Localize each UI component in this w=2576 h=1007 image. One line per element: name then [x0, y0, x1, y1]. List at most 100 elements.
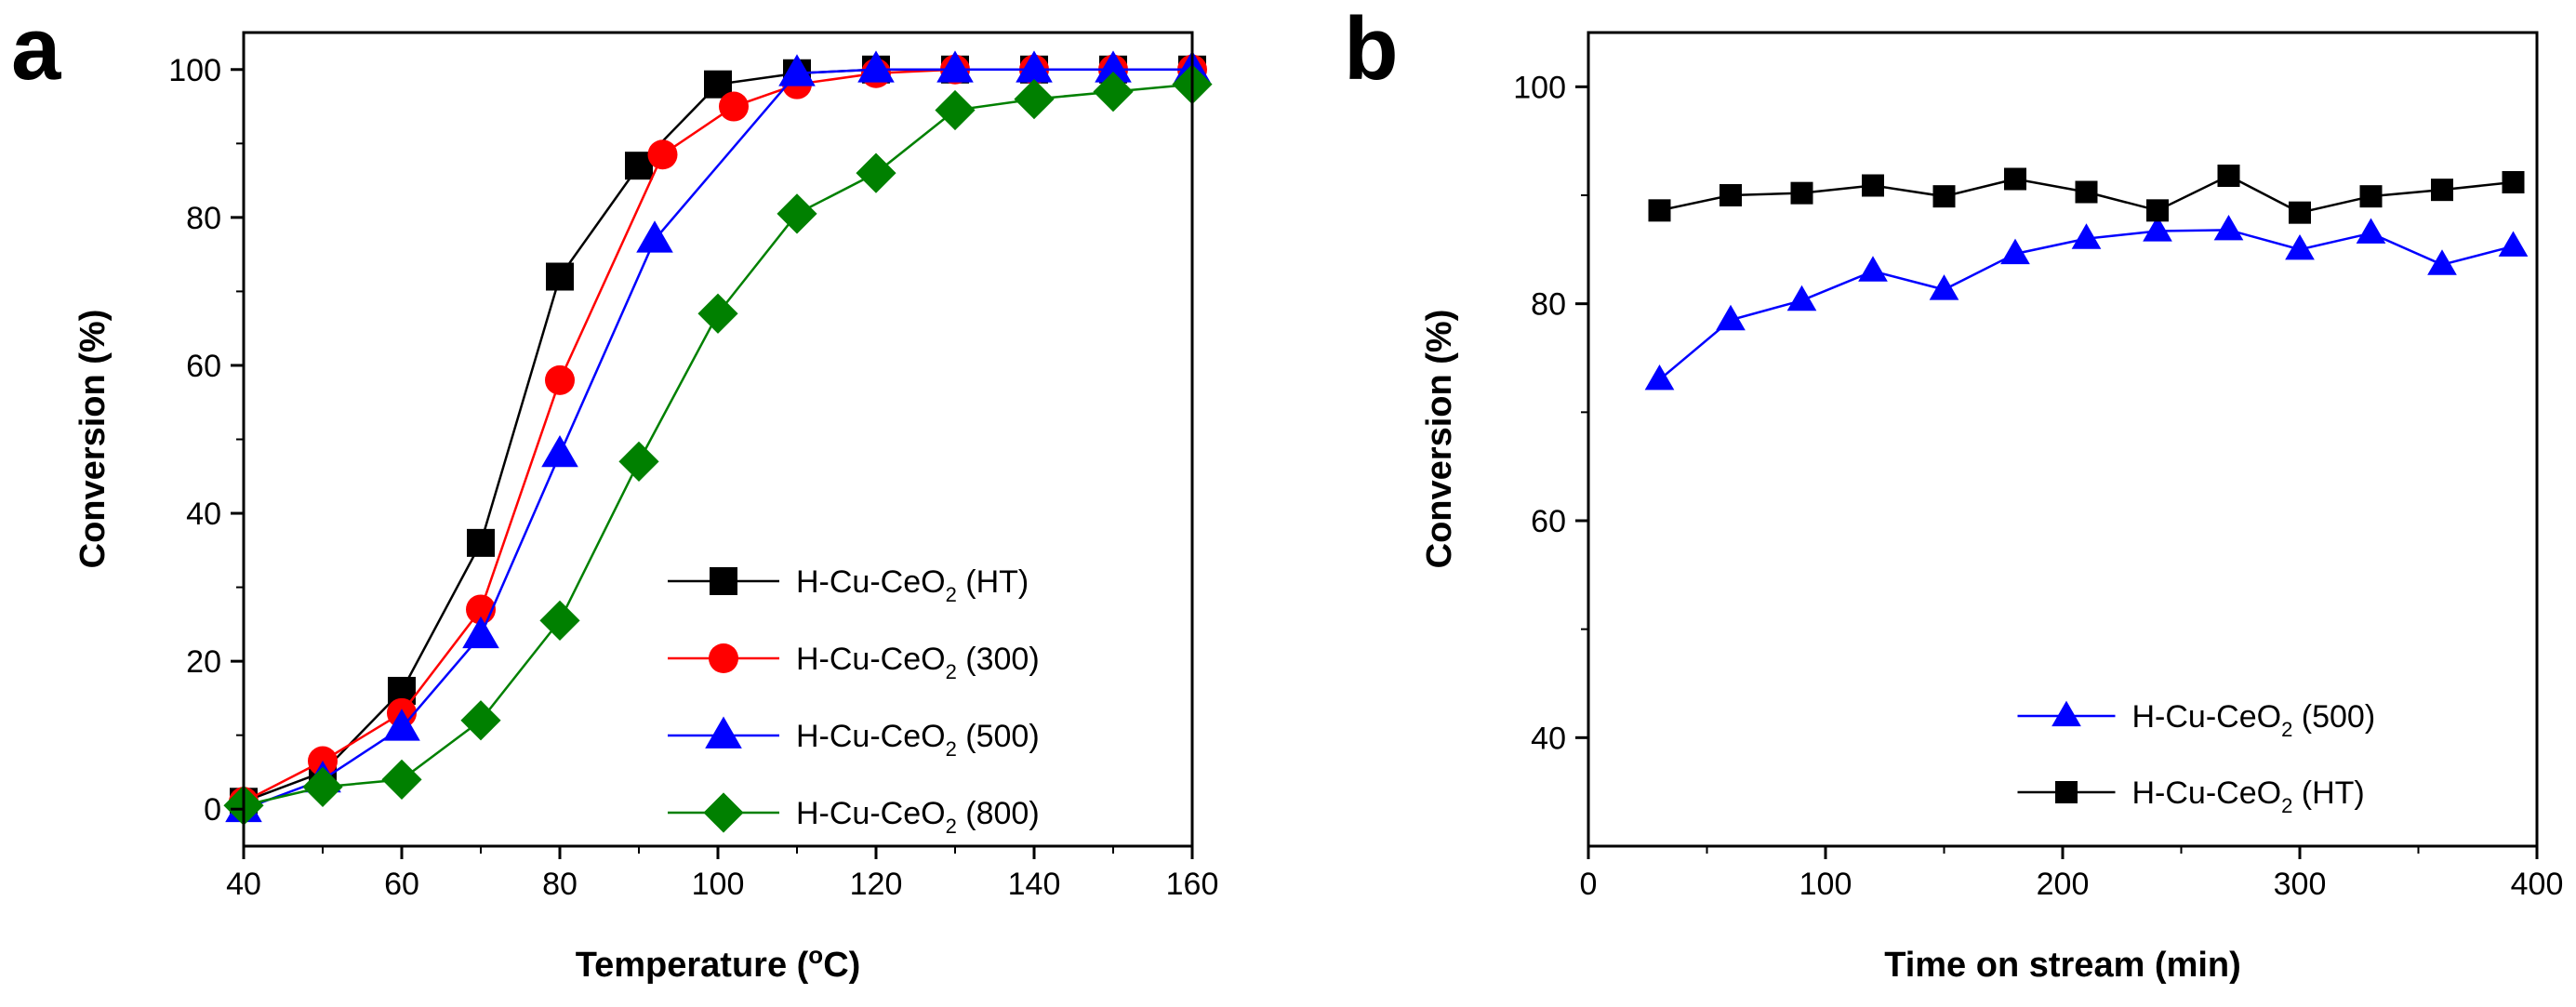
panel-b-data-point [2356, 218, 2386, 244]
panel-b-data-point [1716, 304, 1746, 331]
panel-a-marks [223, 50, 1213, 826]
panel-a-legend-label: H-Cu-CeO2 (800) [796, 796, 1040, 838]
panel-a-data-point [777, 193, 817, 234]
panel-b-x-tick-label: 0 [1580, 867, 1598, 902]
panel-b-data-point [1932, 185, 1956, 208]
panel-b-data-point [2143, 216, 2172, 242]
panel-b-data-point [2431, 179, 2453, 202]
panel-b-data-point [2217, 165, 2240, 187]
panel-b-data-point [1929, 274, 1959, 300]
panel-a-series-0 [230, 55, 1206, 816]
panel-a-letter: a [11, 0, 61, 99]
panel-a-data-point [935, 89, 976, 131]
panel-a-data-point [381, 759, 422, 801]
panel-a-data-point [1093, 72, 1134, 113]
panel-a-x-tick-label: 160 [1166, 867, 1219, 902]
panel-b-data-point [1786, 285, 1817, 311]
panel-b-series-line [1658, 229, 2514, 381]
panel-b-data-point [2289, 201, 2311, 224]
panel-b-chart: b 0 100 200 300 400 40 60 80 100 Time on stream … [1344, 0, 2563, 985]
panel-a-y-tick-label: 0 [204, 792, 221, 828]
panel-a-x-tick-label: 60 [384, 867, 419, 902]
panel-a-series-line [243, 68, 1192, 803]
panel-a-x-tick-label: 120 [850, 867, 903, 902]
panel-a-legend-entry: H-Cu-CeO2 (500) [668, 716, 1040, 761]
panel-a-series-line [243, 68, 1192, 811]
panel-b-y-axis-title: Conversion (%) [1420, 310, 1459, 569]
panel-a-data-point [697, 293, 738, 334]
panel-b-legend: H-Cu-CeO2 (500) H-Cu-CeO2 (HT) [2017, 699, 2376, 817]
panel-a-data-point [856, 152, 896, 193]
panel-b-data-point [1858, 256, 1888, 282]
panel-a-data-point [618, 441, 659, 482]
panel-a-data-point [546, 262, 574, 291]
panel-a-data-point [460, 700, 501, 741]
panel-a-data-point [936, 50, 974, 83]
panel-b-legend-label: H-Cu-CeO2 (500) [2132, 699, 2376, 741]
panel-a-data-point [539, 600, 580, 641]
panel-a-data-point [636, 220, 673, 253]
panel-b-data-point [2000, 238, 2030, 265]
panel-b-marks [1644, 165, 2529, 391]
panel-b-y-tick-label: 60 [1531, 504, 1566, 539]
panel-b-series-0 [1644, 214, 2529, 391]
panel-b-letter: b [1344, 0, 1399, 99]
panel-a-chart: a 40 60 80 100 120 140 160 0 20 40 60 80 100 Tempera… [11, 0, 1218, 985]
panel-a-series-3 [223, 64, 1213, 826]
panel-b-legend-entry: H-Cu-CeO2 (HT) [2017, 775, 2365, 817]
panel-a-legend-entry: H-Cu-CeO2 (HT) [668, 564, 1029, 606]
panel-b-x-tick-label: 400 [2511, 867, 2564, 902]
panel-a-data-point [383, 709, 420, 741]
panel-a-data-point [647, 139, 678, 170]
panel-a-legend: H-Cu-CeO2 (HT) H-Cu-CeO2 (300) H-Cu-CeO2 (… [668, 564, 1040, 838]
panel-b-data-point [2075, 180, 2098, 204]
panel-b-data-point [1790, 181, 1813, 205]
panel-b-x-tick-label: 100 [1799, 867, 1852, 902]
panel-b-data-point [2071, 223, 2102, 249]
panel-a-legend-marker [709, 643, 738, 673]
panel-a-data-point [1095, 50, 1132, 83]
panel-a-series-1 [229, 54, 1207, 817]
panel-b-legend-marker [2055, 781, 2078, 803]
panel-a-data-point [541, 434, 578, 468]
panel-a-series-2 [225, 50, 1211, 823]
panel-a-x-tick-label: 100 [692, 867, 745, 902]
panel-a-y-tick-label: 40 [186, 497, 221, 532]
panel-a-legend-marker [703, 792, 744, 833]
panel-b-data-point [2004, 167, 2026, 191]
panel-b-x-tick-label: 200 [2037, 867, 2090, 902]
panel-b-data-point [2359, 185, 2383, 208]
panel-a-data-point [545, 364, 575, 395]
panel-a-x-tick-label: 140 [1008, 867, 1061, 902]
panel-b-data-point [2146, 199, 2169, 222]
panel-a-y-tick-label: 100 [168, 53, 221, 88]
panel-a-legend-marker [705, 716, 742, 749]
panel-a-data-point [778, 54, 816, 86]
panel-a-legend-entry: H-Cu-CeO2 (800) [668, 792, 1040, 838]
panel-a-y-tick-label: 20 [186, 644, 221, 680]
panel-a-axes: 40 60 80 100 120 140 160 0 20 40 60 80 100 [168, 53, 1218, 902]
panel-a-legend-marker [710, 567, 737, 595]
panel-b-data-point [2498, 231, 2529, 257]
panel-a-x-tick-label: 80 [542, 867, 578, 902]
panel-a-data-point [1014, 78, 1055, 120]
panel-a-x-axis-title: Temperature (oC) [576, 941, 861, 985]
panel-b-data-point [1648, 199, 1671, 222]
panel-b-y-tick-label: 80 [1531, 287, 1566, 323]
panel-b-legend-label: H-Cu-CeO2 (HT) [2132, 775, 2365, 817]
panel-a-legend-entry: H-Cu-CeO2 (300) [668, 642, 1040, 683]
panel-b-axes: 0 100 200 300 400 40 60 80 100 [1513, 70, 2563, 902]
panel-a-legend-label: H-Cu-CeO2 (HT) [796, 564, 1029, 606]
panel-b-x-axis-title: Time on stream (min) [1884, 946, 2241, 985]
panel-b-series-1 [1648, 165, 2525, 224]
panel-a-data-point [719, 91, 749, 122]
panel-a-series-line [243, 83, 1193, 807]
panel-a-y-tick-label: 60 [186, 349, 221, 384]
panel-a-data-point [302, 766, 343, 807]
panel-a-legend-label: H-Cu-CeO2 (300) [796, 642, 1040, 683]
panel-a-x-tick-label: 40 [226, 867, 261, 902]
panel-a-plot-frame [242, 31, 1194, 848]
panel-a-legend-label: H-Cu-CeO2 (500) [796, 719, 1040, 761]
panel-a-data-point [1016, 50, 1053, 83]
